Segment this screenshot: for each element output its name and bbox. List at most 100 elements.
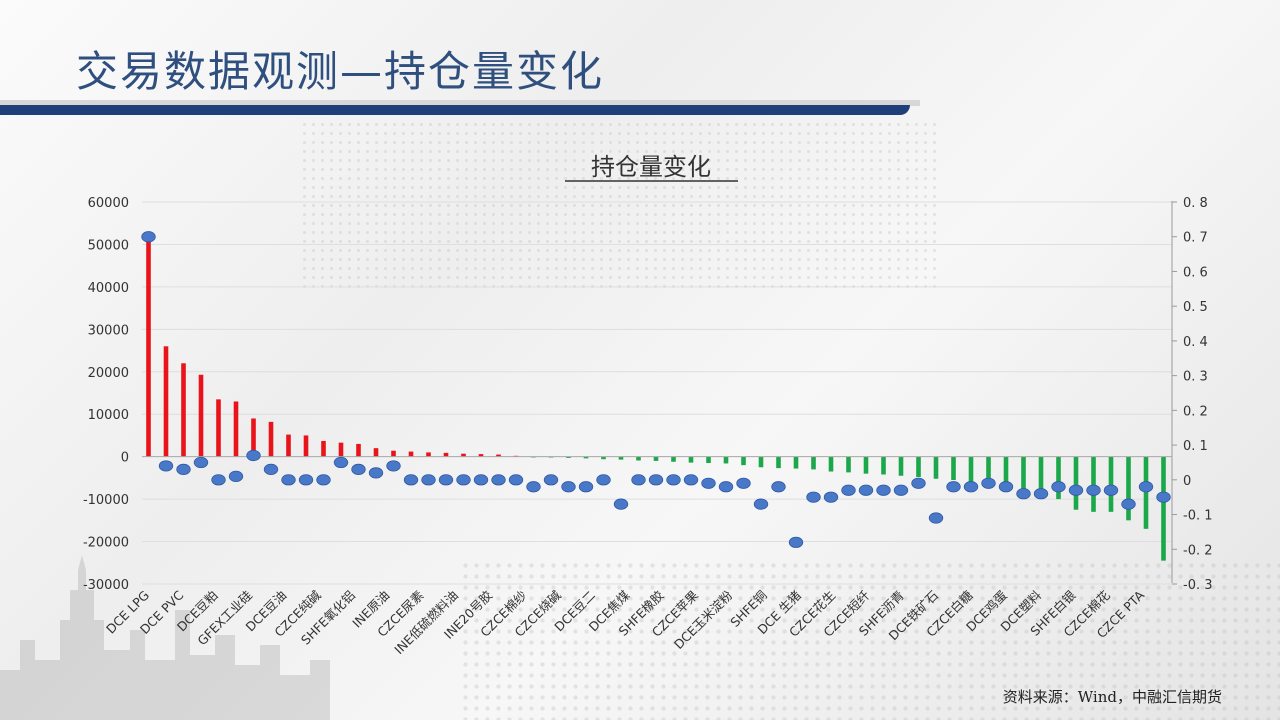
marker-point: [683, 474, 699, 486]
marker-point: [701, 477, 716, 489]
marker-point: [1051, 481, 1066, 493]
left-tick-label: -10000: [83, 493, 129, 508]
marker-point: [1068, 484, 1084, 496]
bar: [338, 442, 344, 457]
marker-point: [246, 449, 261, 462]
right-axis-ticks: 0. 8 0. 7 0. 6 0. 5 0. 4 0. 3 0. 2 0. 1 0 -0. 1 -0…: [1172, 196, 1213, 593]
bar: [1021, 456, 1026, 491]
marker-point: [788, 536, 804, 548]
bar: [198, 374, 204, 457]
bar: [1073, 456, 1079, 510]
marker-point: [158, 460, 174, 472]
bar: [461, 453, 466, 457]
left-tick-label: 60000: [88, 196, 129, 211]
marker-point: [421, 474, 436, 486]
marker-point: [911, 477, 926, 489]
marker-point: [823, 491, 839, 503]
marker-point: [613, 498, 629, 510]
marker-point: [176, 463, 191, 475]
gridlines: [142, 201, 1172, 585]
marker-point: [858, 484, 874, 496]
bar: [793, 456, 799, 469]
right-tick-label: 0. 7: [1183, 231, 1208, 246]
left-tick-label: 20000: [88, 366, 129, 381]
marker-point: [631, 474, 646, 486]
bar: [828, 456, 834, 472]
bar: [163, 346, 169, 457]
bar: [426, 452, 431, 457]
bar: [723, 456, 729, 464]
bar: [653, 456, 659, 461]
bar: [1143, 456, 1149, 529]
dot-pattern-decoration: [460, 560, 1280, 720]
right-tick-label: 0. 5: [1183, 300, 1208, 315]
marker-point: [263, 463, 279, 475]
bar: [1056, 456, 1061, 500]
right-tick-label: -0. 2: [1183, 543, 1213, 558]
bar: [933, 456, 939, 479]
marker-point: [981, 477, 996, 489]
marker-point: [351, 463, 366, 475]
bar: [496, 454, 501, 457]
bar: [671, 456, 676, 462]
marker-point: [1086, 484, 1101, 496]
marker-point: [526, 481, 541, 493]
bar: [776, 456, 781, 469]
marker-point: [228, 470, 244, 482]
marker-point: [876, 484, 891, 496]
bar: [741, 456, 746, 466]
bar: [881, 456, 886, 475]
bar: [286, 434, 291, 457]
left-tick-label: 30000: [88, 323, 129, 338]
bar: [951, 456, 956, 481]
bar: [216, 399, 221, 457]
bar: [373, 448, 379, 457]
right-tick-label: 0. 2: [1183, 404, 1208, 419]
bar: [356, 443, 361, 457]
chart-title: 持仓量变化: [591, 153, 711, 181]
bar: [1003, 456, 1009, 489]
bar: [408, 451, 414, 457]
bar: [566, 456, 571, 458]
marker-point: [561, 481, 576, 493]
bar: [618, 456, 624, 460]
bar: [1091, 456, 1096, 512]
left-axis-ticks: 60000 50000 40000 30000 20000 10000 0 -10000 -20…: [83, 196, 129, 593]
marker-point: [1156, 491, 1171, 503]
marker-point: [946, 481, 961, 493]
bar: [1108, 456, 1114, 512]
bar: [688, 456, 694, 463]
bar: [811, 456, 816, 470]
marker-point: [1103, 484, 1119, 496]
marker-point: [1033, 488, 1049, 500]
right-tick-label: 0. 6: [1183, 265, 1208, 280]
left-tick-label: 40000: [88, 281, 129, 296]
left-tick-label: -20000: [83, 536, 129, 551]
marker-point: [648, 474, 664, 486]
bar: [146, 240, 151, 457]
marker-point: [211, 474, 226, 486]
bar: [758, 456, 764, 468]
bar: [443, 452, 449, 457]
bar: [1126, 456, 1131, 521]
marker-point: [141, 231, 156, 243]
bar: [478, 454, 484, 457]
bar: [898, 456, 904, 476]
marker-point: [543, 474, 559, 486]
bar: [321, 440, 326, 457]
marker-point: [508, 474, 524, 486]
marker-point: [386, 460, 401, 472]
bar: [251, 418, 256, 457]
marker-point: [578, 481, 594, 493]
right-tick-label: -0. 1: [1183, 509, 1213, 524]
marker-point: [456, 474, 471, 486]
bar: [1038, 456, 1044, 495]
left-tick-label: 50000: [88, 238, 129, 253]
marker-point: [771, 481, 786, 493]
bar: [863, 456, 869, 474]
marker-point: [193, 456, 209, 469]
marker-point: [963, 481, 979, 493]
marker-point: [998, 481, 1014, 493]
